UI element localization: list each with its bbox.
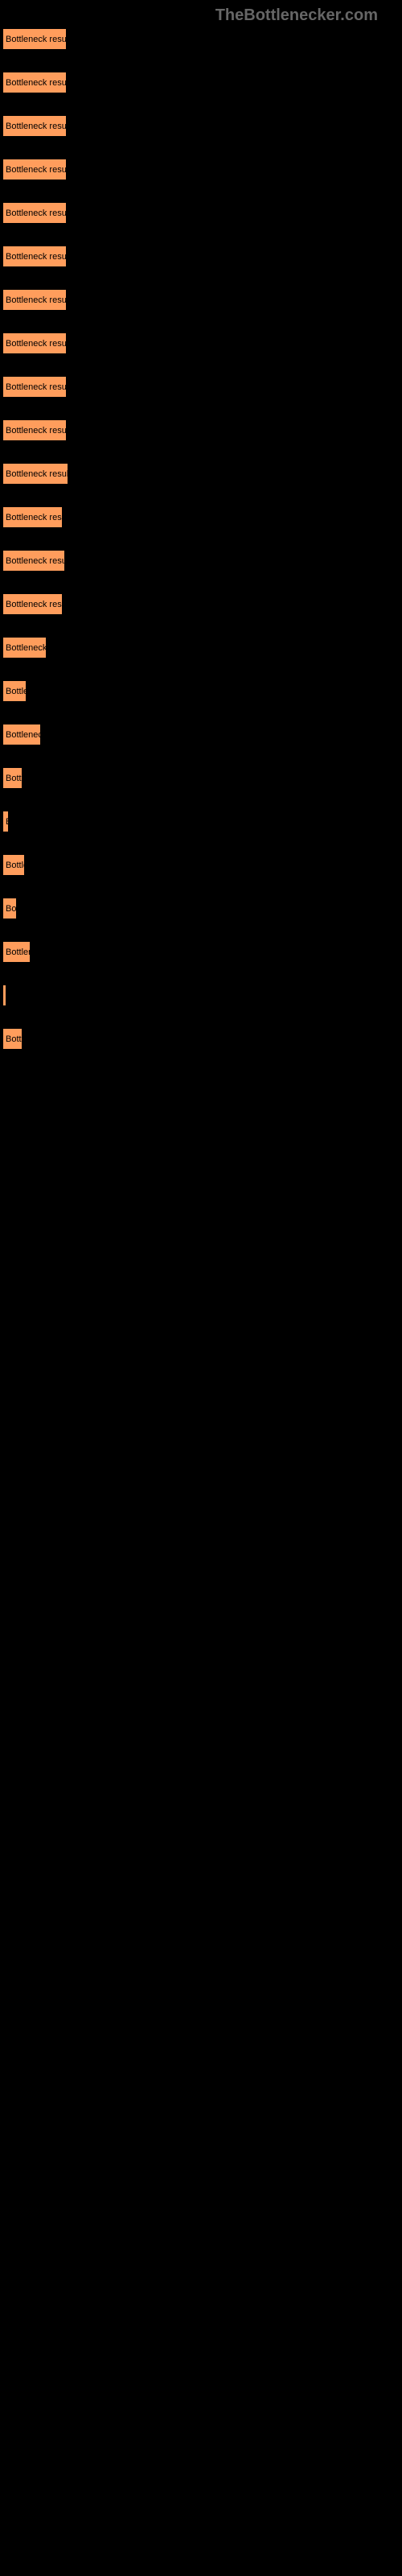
bar: Bottleneck resu [2,593,63,615]
bar-wrapper: Bottler [2,680,402,702]
bar-wrapper: Bottleneck result [2,28,402,50]
bar-wrapper [2,985,402,1006]
bar-wrapper: Bottleneck result [2,332,402,354]
bar: Bottleneck result [2,159,67,180]
bar-wrapper: Bottlen [2,941,402,963]
bar: Bottleneck result [2,463,68,485]
bar-wrapper: Bottleneck result [2,463,402,485]
bar: Bottl [2,767,23,789]
bar: Bottleneck result [2,202,67,224]
bar-wrapper: B [2,811,402,832]
bar: Bottleneck [2,724,41,745]
bar-wrapper: Bottleneck result [2,246,402,267]
bar: Bottleneck result [2,419,67,441]
bar: Bottler [2,680,27,702]
bar-wrapper: Bottleneck result [2,419,402,441]
bar-wrapper: Bottleneck result [2,72,402,93]
bar-wrapper: Bottl [2,767,402,789]
bar-wrapper: Bottleneck r [2,637,402,658]
bar-wrapper: Bottleneck resu [2,506,402,528]
bar-wrapper: Bottleneck result [2,115,402,137]
bar: Bottleneck result [2,115,67,137]
bar-wrapper: Bottleneck resu [2,593,402,615]
bar: Bottleneck resul [2,550,65,572]
bar: B [2,811,9,832]
bar-wrapper: Bottl [2,1028,402,1050]
bar: Bottl [2,1028,23,1050]
bar-wrapper: Bottleneck resul [2,550,402,572]
bar: Bottleneck r [2,637,47,658]
bar: Bottlen [2,941,31,963]
bar-wrapper: Bottleneck result [2,202,402,224]
bar-wrapper: Bottleneck [2,724,402,745]
bar-wrapper: Bot [2,898,402,919]
bar: Bottleneck resu [2,506,63,528]
bar: Bot [2,898,17,919]
bar-wrapper: Bottleneck result [2,376,402,398]
bar-wrapper: Bottle [2,854,402,876]
watermark-text: TheBottlenecker.com [215,6,378,25]
bars-container: Bottleneck result Bottleneck result Bottle… [0,0,402,1050]
bar-wrapper: Bottleneck result [2,159,402,180]
bar: Bottleneck result [2,28,67,50]
bar: Bottleneck result [2,376,67,398]
bar: Bottle [2,854,25,876]
bar: Bottleneck result [2,289,67,311]
bar: Bottleneck result [2,332,67,354]
bar-wrapper: Bottleneck result [2,289,402,311]
bar: Bottleneck result [2,72,67,93]
bar: Bottleneck result [2,246,67,267]
bar [2,985,6,1006]
